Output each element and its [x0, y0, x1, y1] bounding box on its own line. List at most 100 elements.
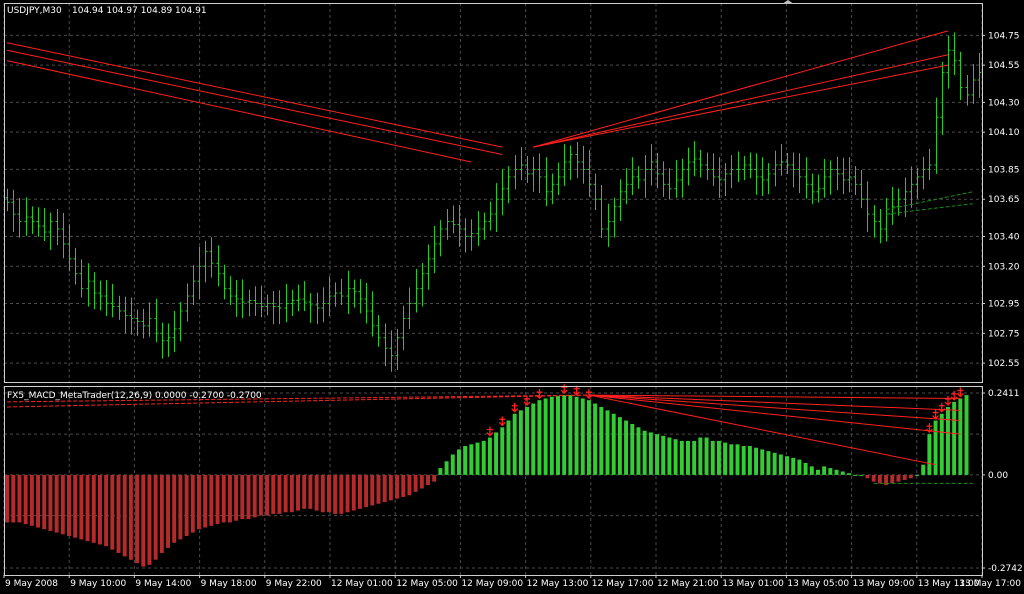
- price-axis-label: 103.85: [988, 165, 1020, 175]
- macd-histogram-bar: [964, 395, 969, 475]
- macd-histogram-bar: [679, 440, 684, 475]
- macd-histogram-bar: [729, 444, 734, 475]
- macd-histogram-bar: [419, 474, 424, 489]
- macd-histogram-bar: [772, 452, 777, 475]
- price-axis-label: 104.10: [988, 128, 1020, 138]
- macd-histogram-bar: [432, 474, 437, 482]
- macd-trendline[interactable]: [7, 394, 589, 403]
- price-axis-label: 104.55: [988, 61, 1020, 71]
- macd-histogram-bar: [686, 440, 690, 475]
- macd-histogram-bar: [766, 451, 771, 475]
- macd-histogram-bar: [246, 474, 251, 520]
- macd-histogram-bar: [902, 474, 907, 480]
- macd-histogram-bar: [475, 442, 480, 475]
- price-axis-label: 103.65: [988, 195, 1020, 205]
- macd-histogram-bar: [636, 427, 641, 475]
- macd-histogram-bar: [110, 474, 115, 550]
- price-panel-title: USDJPY,M30: [7, 6, 62, 16]
- time-axis-label: 13 May 05:00: [787, 579, 849, 589]
- price-trendline[interactable]: [885, 191, 973, 211]
- macd-histogram-bar: [655, 434, 660, 475]
- macd-histogram-bar: [209, 474, 214, 526]
- time-axis-label: 12 May 17:00: [592, 579, 654, 589]
- price-axis: 104.75 104.55 104.30 104.10 103.85 103.65 103.…: [982, 31, 1020, 369]
- macd-histogram-bar: [890, 474, 895, 484]
- price-trendline[interactable]: [885, 203, 973, 215]
- macd-histogram-bar: [939, 413, 944, 475]
- macd-signal-arrow-icon: [498, 416, 506, 427]
- macd-histogram-bar: [809, 466, 814, 475]
- macd-trendline[interactable]: [7, 394, 589, 408]
- price-trendline[interactable]: [533, 64, 949, 148]
- macd-histogram-bar: [54, 474, 59, 533]
- macd-histogram-bar: [296, 474, 300, 511]
- macd-signal-arrow-icon: [486, 426, 494, 437]
- macd-histogram-bar: [388, 474, 393, 501]
- macd-histogram-bar: [215, 474, 220, 525]
- time-axis-label: 9 May 22:00: [266, 579, 322, 589]
- time-axis-label: 9 May 18:00: [201, 579, 257, 589]
- macd-histogram-bar: [704, 437, 709, 475]
- macd-trendline[interactable]: [588, 394, 936, 466]
- macd-histogram-bar: [853, 474, 858, 476]
- macd-signal-arrow-icon: [950, 390, 958, 401]
- macd-histogram-bar: [271, 474, 276, 514]
- macd-histogram-bar: [122, 474, 127, 557]
- macd-histogram-bar: [48, 474, 53, 531]
- macd-axis-label: 0.2411: [988, 389, 1020, 399]
- macd-histogram-bar: [184, 474, 189, 537]
- macd-histogram-bar: [642, 430, 647, 475]
- time-axis: 9 May 2008 9 May 10:00 9 May 14:00 9 May 18…: [3, 575, 1021, 589]
- macd-trendline[interactable]: [588, 394, 961, 422]
- macd-histogram-bar: [426, 474, 430, 486]
- macd-histogram-bar: [345, 474, 350, 513]
- macd-axis-label: 0.00: [988, 471, 1008, 481]
- macd-histogram-bar: [401, 474, 406, 497]
- macd-histogram-bar: [537, 400, 542, 475]
- macd-signal-arrow-icon: [956, 387, 964, 398]
- macd-histogram-bar: [933, 420, 938, 475]
- price-trendline[interactable]: [6, 42, 503, 148]
- macd-histogram-bar: [190, 474, 195, 533]
- price-axis-label: 103.20: [988, 262, 1020, 272]
- macd-histogram-bar: [556, 396, 560, 475]
- macd-histogram-bar: [617, 417, 622, 475]
- macd-histogram-bar: [661, 435, 666, 475]
- macd-histogram-bar: [846, 473, 851, 475]
- macd-panel-title: FX5_MACD_MetaTrader(12,26,9) 0.0000 -0.2…: [7, 391, 262, 401]
- macd-histogram-bar: [778, 454, 783, 475]
- price-trendline[interactable]: [6, 60, 472, 163]
- macd-trendline[interactable]: [588, 394, 961, 411]
- macd-histogram-bar: [815, 469, 820, 475]
- macd-trendlines[interactable]: [7, 394, 973, 484]
- time-axis-label: 9 May 14:00: [135, 579, 191, 589]
- macd-histogram-bar: [791, 457, 796, 475]
- price-trendlines[interactable]: [6, 30, 973, 215]
- price-trendline[interactable]: [533, 30, 949, 148]
- macd-signal-arrow-icon: [938, 402, 946, 413]
- macd-histogram-bar: [741, 446, 746, 475]
- macd-trendline[interactable]: [588, 394, 961, 399]
- macd-histogram-bar: [877, 474, 882, 484]
- macd-histogram-bar: [884, 474, 889, 486]
- macd-histogram: [5, 395, 969, 567]
- macd-trendline[interactable]: [588, 394, 961, 435]
- macd-histogram-bar: [97, 474, 102, 545]
- macd-histogram-bar: [17, 474, 22, 523]
- price-axis-label: 104.30: [988, 98, 1020, 108]
- macd-histogram-bar: [952, 401, 957, 475]
- macd-histogram-bar: [822, 466, 827, 475]
- macd-histogram-bar: [29, 474, 34, 526]
- macd-histogram-bar: [147, 474, 152, 565]
- macd-histogram-bar: [871, 474, 876, 482]
- time-axis-label: 9 May 2008: [5, 579, 58, 589]
- time-axis-label: 12 May 01:00: [331, 579, 393, 589]
- price-trendline[interactable]: [6, 49, 503, 156]
- macd-histogram-bar: [135, 474, 140, 564]
- macd-histogram-bar: [586, 400, 591, 475]
- price-trendline[interactable]: [533, 54, 949, 148]
- macd-histogram-bar: [221, 474, 226, 523]
- grid: [3, 3, 983, 575]
